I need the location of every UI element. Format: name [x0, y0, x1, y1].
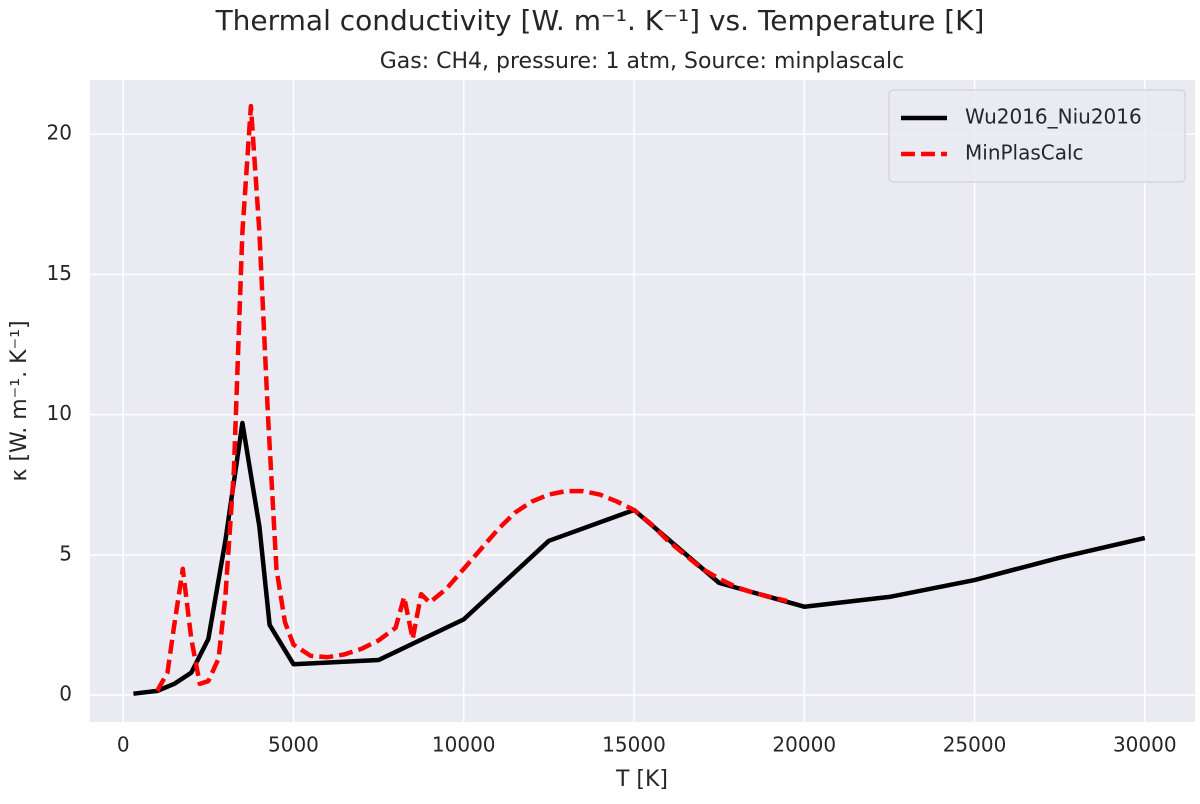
x-tick-label: 0	[117, 733, 130, 757]
x-axis-label: T [K]	[615, 767, 668, 792]
y-tick-label: 5	[59, 541, 72, 565]
x-tick-label: 25000	[943, 733, 1007, 757]
x-tick-label: 10000	[432, 733, 496, 757]
legend-box	[888, 89, 1186, 183]
grid	[90, 80, 1195, 722]
lines	[133, 103, 1146, 696]
x-tick-label: 20000	[772, 733, 836, 757]
y-tick-label: 10	[47, 401, 72, 425]
legend: Wu2016_Niu2016 MinPlasCalc	[888, 89, 1186, 183]
series-line	[155, 103, 788, 692]
chart-subtitle: Gas: CH4, pressure: 1 atm, Source: minpl…	[380, 49, 905, 74]
y-tick-label: 0	[59, 682, 72, 706]
series-line	[133, 420, 1146, 696]
y-tick-label: 15	[47, 261, 72, 285]
x-tick-label: 5000	[268, 733, 319, 757]
y-tick-label: 20	[47, 121, 72, 145]
x-tick-label: 15000	[602, 733, 666, 757]
legend-label: MinPlasCalc	[965, 141, 1084, 165]
chart-title: Thermal conductivity [W. m⁻¹. K⁻¹] vs. T…	[215, 4, 985, 37]
y-axis-label: κ [W. m⁻¹. K⁻¹]	[7, 320, 32, 481]
legend-label: Wu2016_Niu2016	[965, 105, 1142, 129]
plot-area	[90, 80, 1195, 722]
x-tick-label: 30000	[1113, 733, 1177, 757]
